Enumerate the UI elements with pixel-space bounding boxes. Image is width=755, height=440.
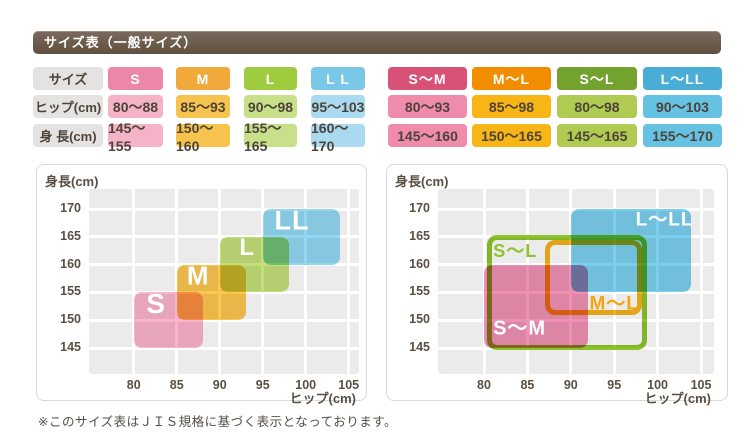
y-tick-label: 150 (409, 312, 430, 327)
x-tick-label: 100 (647, 378, 669, 392)
height-value-cell: 145～165 (557, 124, 637, 147)
hip-value-cell: 80～98 (557, 95, 637, 118)
x-tick-label: 80 (126, 378, 141, 392)
size-header-cell: L～LL (643, 67, 722, 90)
h-gridline (89, 346, 359, 350)
y-tick-label: 145 (60, 340, 81, 355)
size-region-label: M～L (589, 293, 639, 315)
height-value-cell: 150～165 (472, 124, 551, 147)
size-header-cell: M～L (472, 67, 551, 90)
size-header-cell: S (108, 67, 163, 90)
size-region-label: S～M (493, 317, 547, 340)
y-axis-title: 身長(cm) (45, 174, 99, 189)
height-value-cell: 150～160 (176, 120, 230, 154)
size-region (570, 209, 692, 293)
jis-footnote: ※このサイズ表はＪＩＳ規格に基づく表示となっております。 (38, 415, 397, 429)
hip-value-cell: 85～93 (176, 95, 230, 118)
x-tick-label: 105 (338, 378, 360, 392)
plot-area: S M L LL (89, 189, 359, 374)
y-tick-label: 155 (60, 284, 81, 299)
height-value-cell: 155～165 (244, 120, 297, 154)
y-tick-label: 160 (409, 256, 430, 271)
v-gridline (304, 189, 308, 374)
v-gridline (699, 189, 703, 374)
y-tick-label: 155 (409, 284, 430, 299)
y-axis-title: 身長(cm) (395, 174, 449, 189)
size-region-label: S (146, 288, 166, 320)
size-region-label: S～L (493, 240, 538, 261)
x-tick-label: 90 (212, 378, 227, 392)
size-region-label: L (239, 233, 256, 261)
x-tick-label: 85 (169, 378, 184, 392)
x-tick-label: 105 (690, 378, 712, 392)
h-gridline (89, 207, 359, 211)
h-gridline (89, 318, 359, 322)
size-region-label: M (186, 260, 210, 291)
y-tick-label: 150 (60, 312, 81, 327)
v-gridline (347, 189, 351, 374)
table-row-label: 身 長(cm) (33, 124, 103, 147)
x-axis-title: ヒップ(cm) (289, 391, 356, 406)
y-tick-label: 160 (60, 256, 81, 271)
size-header-cell: S～M (388, 67, 467, 90)
x-axis-title: ヒップ(cm) (644, 391, 711, 406)
x-tick-label: 95 (255, 378, 270, 392)
size-header-cell: M (176, 67, 230, 90)
x-tick-label: 100 (295, 378, 317, 392)
hip-value-cell: 95～103 (311, 95, 365, 118)
hip-value-cell: 90～98 (244, 95, 297, 118)
size-region (262, 209, 341, 265)
x-tick-label: 80 (477, 378, 491, 392)
hip-value-cell: 90～103 (643, 95, 722, 118)
page-title: サイズ表（一般サイズ） (33, 31, 721, 54)
table-row-label: ヒップ(cm) (33, 95, 103, 118)
plot-area: S～L S～M M～L L～LL (438, 189, 714, 374)
y-tick-label: 170 (409, 201, 430, 216)
height-value-cell: 145～160 (388, 124, 467, 147)
y-tick-label: 165 (409, 228, 430, 243)
height-value-cell: 145～155 (108, 120, 163, 154)
hip-value-cell: 80～88 (108, 95, 163, 118)
size-region-label: L～LL (635, 209, 694, 231)
combined-size-chart-panel: 身長(cm) S～L S～M M～L L～LL ヒップ(cm) 170 165 160 15… (386, 164, 728, 406)
size-header-cell: L L (311, 67, 365, 90)
x-tick-label: 95 (607, 378, 622, 392)
general-size-chart-panel: 身長(cm) S M L LL ヒップ(cm) 170 165 160 155 150 145 8… (36, 164, 367, 406)
height-value-cell: 160～170 (311, 120, 365, 154)
y-tick-label: 170 (60, 201, 81, 216)
y-tick-label: 165 (60, 228, 81, 243)
size-region-label: LL (274, 205, 310, 236)
x-tick-label: 90 (563, 378, 578, 392)
hip-value-cell: 85～98 (472, 95, 551, 118)
x-tick-label: 85 (520, 378, 535, 392)
table-row-label: サイズ (33, 67, 103, 90)
v-gridline (132, 189, 136, 374)
size-header-cell: L (244, 67, 297, 90)
height-value-cell: 155～170 (643, 124, 722, 147)
hip-value-cell: 80～93 (388, 95, 467, 118)
size-header-cell: S～L (557, 67, 637, 90)
y-tick-label: 145 (409, 340, 430, 355)
